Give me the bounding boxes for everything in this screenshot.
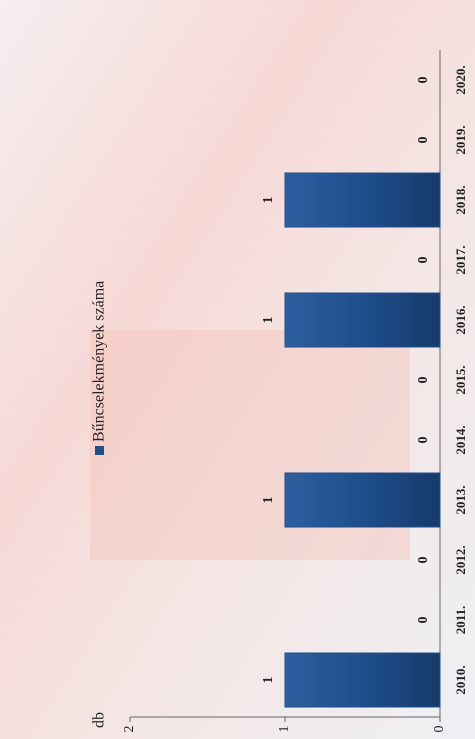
x-tick-label: 2019.	[453, 125, 468, 154]
y-axis-label: db	[91, 712, 108, 728]
x-tick-label: 2014.	[453, 425, 468, 454]
value-label: 0	[416, 137, 431, 144]
value-label: 0	[416, 377, 431, 384]
x-tick-label: 2011.	[453, 606, 468, 635]
bar	[284, 292, 441, 348]
y-tick-label: 2	[122, 726, 137, 733]
x-tick-label: 2015.	[453, 365, 468, 394]
y-tick-label: 0	[432, 726, 447, 733]
value-label: 0	[416, 77, 431, 84]
value-label: 1	[261, 497, 276, 504]
x-tick-label: 2012.	[453, 545, 468, 574]
bar	[284, 652, 441, 708]
legend-swatch	[95, 446, 104, 455]
value-label: 1	[261, 677, 276, 684]
y-tick-label: 1	[277, 726, 292, 733]
x-tick-label: 2010.	[453, 665, 468, 694]
legend-label: Bűncselekmények száma	[91, 281, 108, 442]
value-label: 0	[416, 557, 431, 564]
value-label: 1	[261, 317, 276, 324]
x-tick-label: 2013.	[453, 485, 468, 514]
plot: 0 1 2 db Bűncselekmények száma 2010. 1 2011. 0 20…	[91, 50, 468, 733]
value-label: 0	[416, 617, 431, 624]
x-tick-label: 2018.	[453, 185, 468, 214]
x-tick-label: 2020.	[453, 65, 468, 94]
bar	[284, 472, 441, 528]
x-tick-label: 2017.	[453, 245, 468, 274]
value-label: 0	[416, 437, 431, 444]
value-label: 0	[416, 257, 431, 264]
value-label: 1	[261, 197, 276, 204]
bar	[284, 172, 441, 228]
x-tick-label: 2016.	[453, 305, 468, 334]
